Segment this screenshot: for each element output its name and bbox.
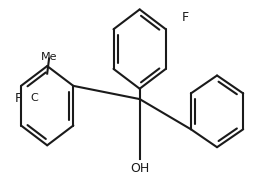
Text: F: F: [181, 11, 188, 24]
Text: Me: Me: [41, 52, 57, 62]
Text: OH: OH: [130, 162, 149, 175]
Text: C: C: [30, 93, 38, 103]
Text: F: F: [15, 92, 22, 105]
